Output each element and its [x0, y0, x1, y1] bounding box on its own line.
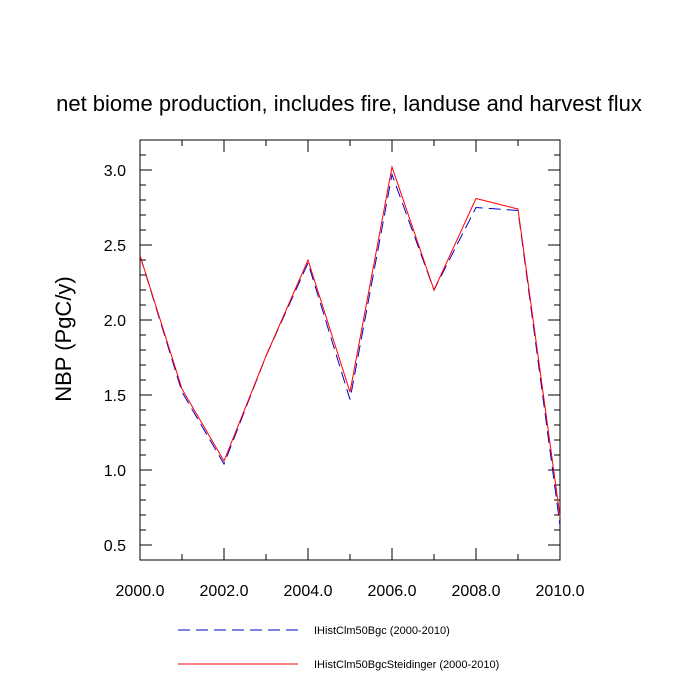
y-tick-label: 1.0: [104, 463, 126, 480]
legend: IHistClm50Bgc (2000-2010) IHistClm50BgcSt…: [178, 625, 499, 671]
chart-title: net biome production, includes fire, lan…: [56, 91, 642, 116]
y-tick-label: 3.0: [104, 163, 126, 180]
series-lines: [139, 165, 561, 526]
x-tick-label: 2004.0: [284, 583, 333, 600]
x-tick-label: 2002.0: [200, 583, 249, 600]
series-line-1: [139, 172, 561, 526]
legend-label-1: IHistClm50Bgc (2000-2010): [314, 625, 450, 637]
legend-label-2: IHistClm50BgcSteidinger (2000-2010): [314, 659, 499, 671]
x-tick-label: 2008.0: [452, 583, 501, 600]
axis-ticks: 2000.0 2002.0 2004.0 2006.0 2008.0 2010.0 0.5 1…: [104, 139, 585, 600]
y-tick-label: 0.5: [104, 538, 126, 555]
y-tick-label: 2.5: [104, 238, 126, 255]
series-line-2: [139, 165, 561, 517]
y-tick-label: 2.0: [104, 313, 126, 330]
x-tick-label: 2006.0: [368, 583, 417, 600]
y-tick-label: 1.5: [104, 388, 126, 405]
x-tick-label: 2000.0: [116, 583, 165, 600]
plot-frame: [139, 139, 561, 561]
y-axis-label: NBP (PgC/y): [51, 276, 76, 402]
x-tick-label: 2010.0: [536, 583, 585, 600]
